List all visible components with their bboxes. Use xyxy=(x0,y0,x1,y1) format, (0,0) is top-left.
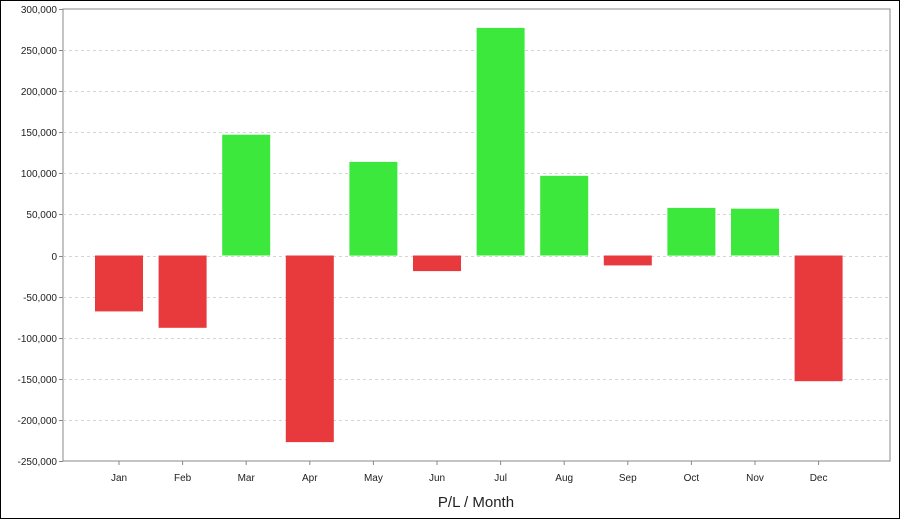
y-tick-label: 100,000 xyxy=(21,169,58,180)
x-tick-label: Jul xyxy=(494,473,507,484)
y-tick-label: 300,000 xyxy=(21,5,58,16)
bar-apr xyxy=(285,255,334,443)
x-tick-label: Jan xyxy=(111,473,127,484)
bar-may xyxy=(349,161,398,256)
y-tick-label: 250,000 xyxy=(21,46,58,57)
bar-oct xyxy=(667,207,716,256)
x-tick-label: Jun xyxy=(429,473,445,484)
x-tick-label: Dec xyxy=(810,473,828,484)
y-tick-label: -100,000 xyxy=(18,334,58,345)
x-tick-label: Feb xyxy=(174,473,192,484)
x-tick-label: Aug xyxy=(555,473,573,484)
x-tick-label: Apr xyxy=(302,473,318,484)
x-tick-label: May xyxy=(364,473,383,484)
x-tick-labels: Jan Feb Mar Apr May Jun Jul Aug Sep Oct Nov Dec xyxy=(111,473,828,484)
y-tick-label: 50,000 xyxy=(26,210,57,221)
bar-nov xyxy=(731,208,779,256)
bar-jul xyxy=(476,27,525,256)
x-axis-label: P/L / Month xyxy=(438,494,514,511)
bar-sep xyxy=(603,255,652,266)
y-tick-label: -250,000 xyxy=(18,457,58,468)
y-tick-labels: 300,000 250,000 200,000 150,000 100,000 50,00… xyxy=(18,5,58,468)
bar-jun xyxy=(413,255,461,272)
bar-aug xyxy=(540,175,589,256)
y-tick-label: -50,000 xyxy=(23,293,57,304)
y-tick-label: 150,000 xyxy=(21,128,58,139)
axes xyxy=(59,9,820,465)
bar-jan xyxy=(95,255,143,312)
bar-mar xyxy=(222,134,271,256)
x-tick-label: Sep xyxy=(619,473,637,484)
bar-feb xyxy=(158,255,207,328)
x-tick-label: Mar xyxy=(238,473,256,484)
x-tick-label: Nov xyxy=(746,473,764,484)
y-tick-label: 200,000 xyxy=(21,87,58,98)
y-tick-label: 0 xyxy=(51,252,57,263)
x-tick-label: Oct xyxy=(684,473,700,484)
y-tick-label: -150,000 xyxy=(18,375,58,386)
bars xyxy=(95,27,843,443)
y-tick-label: -200,000 xyxy=(18,416,58,427)
bar-dec xyxy=(794,255,843,382)
